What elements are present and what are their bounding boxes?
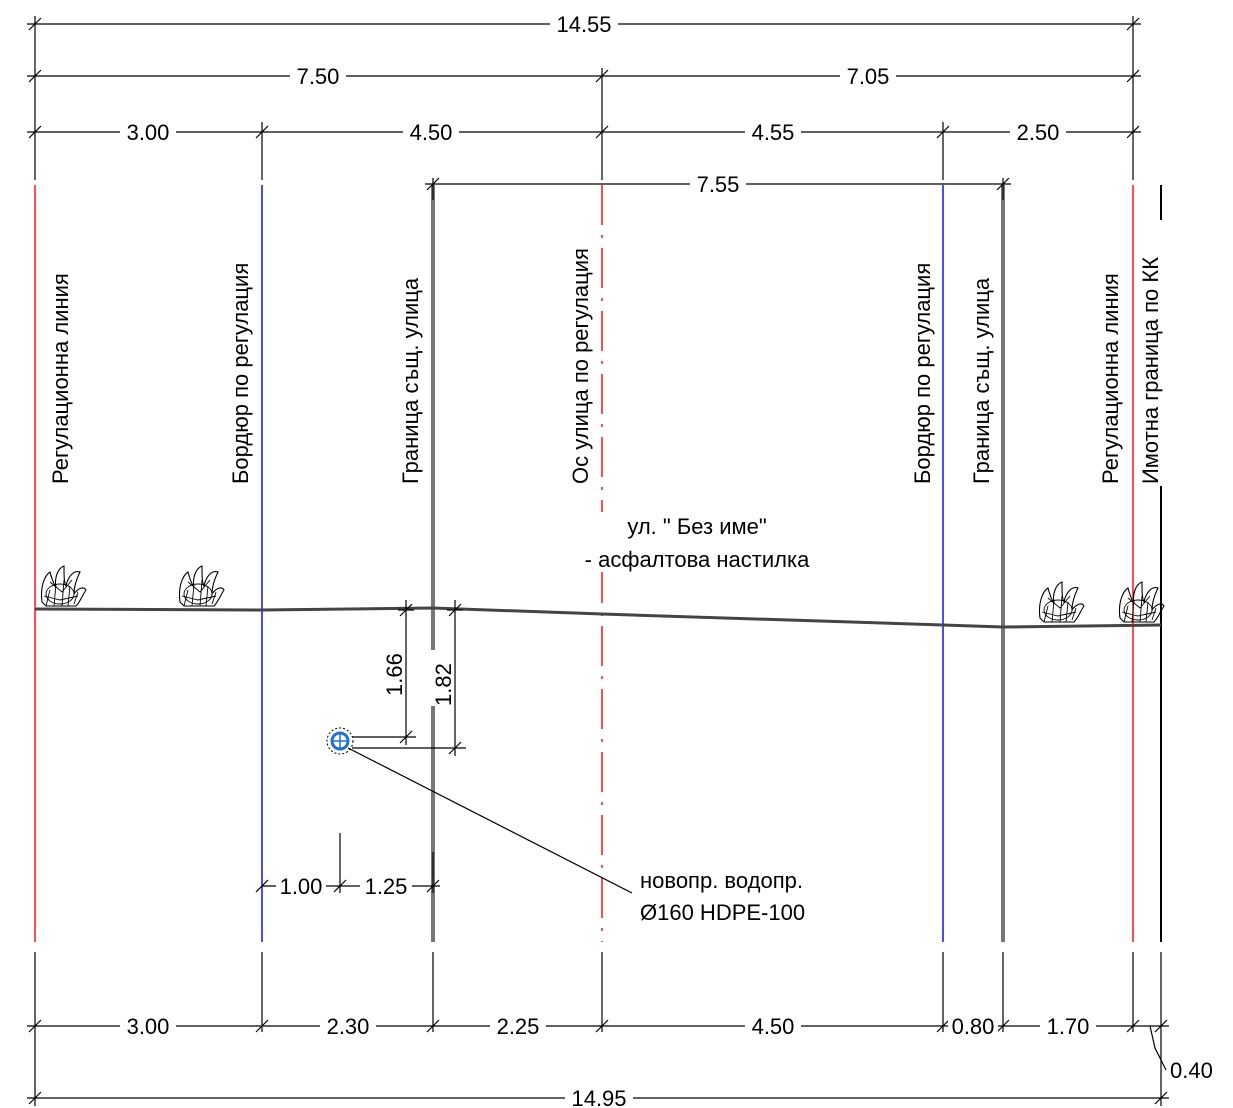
dim-bottom-seg-4: 4.50 xyxy=(752,1014,795,1039)
dim-offset-1: 1.00 xyxy=(280,874,323,899)
label-regulation-line-right: Регулационна линия xyxy=(1098,273,1123,484)
label-existing-boundary-right: Граница същ. улица xyxy=(969,277,994,484)
dim-bottom-seg-2: 2.30 xyxy=(327,1014,370,1039)
label-curb-left: Бордюр по регулация xyxy=(228,263,253,484)
shrub-icon xyxy=(40,565,87,607)
shrub-icon xyxy=(1118,581,1165,623)
dim-depth-1: 1.66 xyxy=(382,653,407,696)
dim-bottom-seg-6: 1.70 xyxy=(1047,1014,1090,1039)
label-regulation-line-left: Регулационна линия xyxy=(48,273,73,484)
shrub-icon xyxy=(178,565,225,607)
dim-offset-2: 1.25 xyxy=(365,874,408,899)
ground-profile xyxy=(34,606,1162,629)
dim-bottom-seg-7: 0.40 xyxy=(1170,1058,1213,1083)
dim-top-right-half: 7.05 xyxy=(847,64,890,89)
street-surface: - асфалтова настилка xyxy=(585,547,810,572)
dim-bottom-seg-5: 0.80 xyxy=(952,1014,995,1039)
street-name: ул. " Без име" xyxy=(627,514,766,539)
pipe-label-line1: новопр. водопр. xyxy=(640,868,803,893)
dim-bottom-seg-3: 2.25 xyxy=(497,1014,540,1039)
dim-depth-2: 1.82 xyxy=(431,663,456,706)
dim-top-seg-4: 2.50 xyxy=(1017,120,1060,145)
dim-existing-street-width: 7.55 xyxy=(697,172,740,197)
label-curb-right: Бордюр по регулация xyxy=(910,263,935,484)
dim-top-seg-2: 4.50 xyxy=(410,120,453,145)
dim-top-left-half: 7.50 xyxy=(297,64,340,89)
dim-top-seg-1: 3.00 xyxy=(127,120,170,145)
dim-top-seg-3: 4.55 xyxy=(752,120,795,145)
dim-bottom-seg-1: 3.00 xyxy=(127,1014,170,1039)
shrub-icon xyxy=(1038,581,1085,623)
dim-top-total: 14.55 xyxy=(556,12,611,37)
water-pipe-symbol xyxy=(326,727,354,755)
label-street-axis: Ос улица по регулация xyxy=(568,248,593,484)
label-existing-boundary-left: Граница същ. улица xyxy=(398,277,423,484)
label-property-boundary: Имотна граница по КК xyxy=(1138,257,1163,484)
pipe-label-line2: Ø160 HDPE-100 xyxy=(640,900,805,925)
dim-bottom-total: 14.95 xyxy=(571,1086,626,1108)
